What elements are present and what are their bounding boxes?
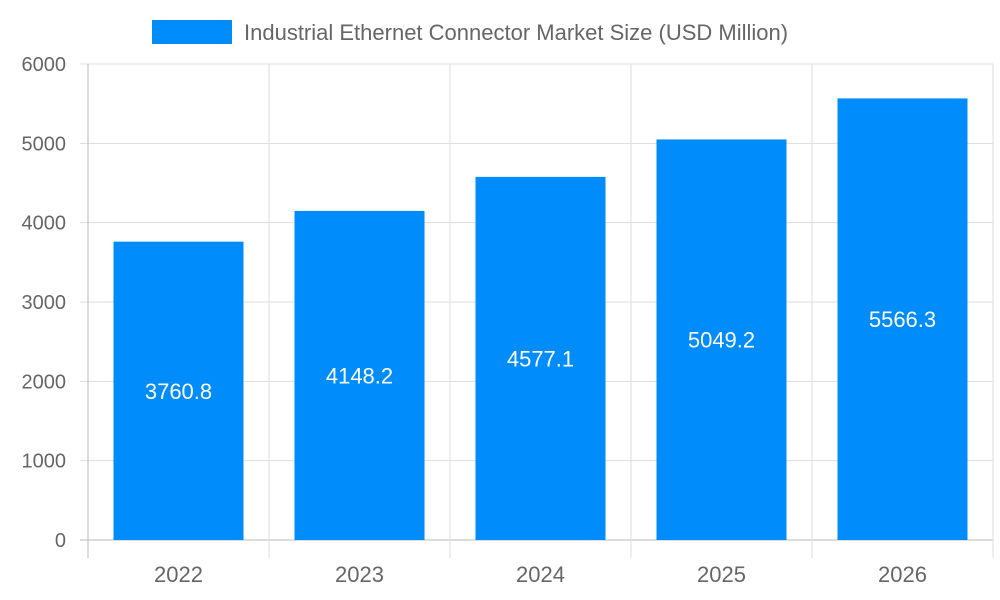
x-tick-label: 2026 <box>878 562 927 587</box>
bar <box>475 176 606 540</box>
legend-label: Industrial Ethernet Connector Market Siz… <box>244 20 788 45</box>
legend-swatch <box>152 20 232 44</box>
data-label: 4577.1 <box>507 346 574 371</box>
y-tick-label: 6000 <box>22 54 67 76</box>
bar <box>656 139 787 541</box>
y-tick-label: 5000 <box>22 133 67 155</box>
x-tick-label: 2025 <box>697 562 746 587</box>
data-label: 3760.8 <box>145 379 212 404</box>
x-tick-label: 2022 <box>154 562 203 587</box>
x-tick-label: 2024 <box>516 562 565 587</box>
y-tick-label: 1000 <box>22 451 67 473</box>
bar <box>294 210 425 540</box>
y-tick-label: 3000 <box>22 292 67 314</box>
data-label: 5566.3 <box>869 307 936 332</box>
bar <box>113 241 244 541</box>
x-tick-label: 2023 <box>335 562 384 587</box>
y-tick-label: 0 <box>55 530 66 552</box>
y-tick-label: 4000 <box>22 213 67 235</box>
y-tick-label: 2000 <box>22 371 67 393</box>
data-label: 4148.2 <box>326 363 393 388</box>
bar <box>837 98 968 541</box>
data-label: 5049.2 <box>688 328 755 353</box>
